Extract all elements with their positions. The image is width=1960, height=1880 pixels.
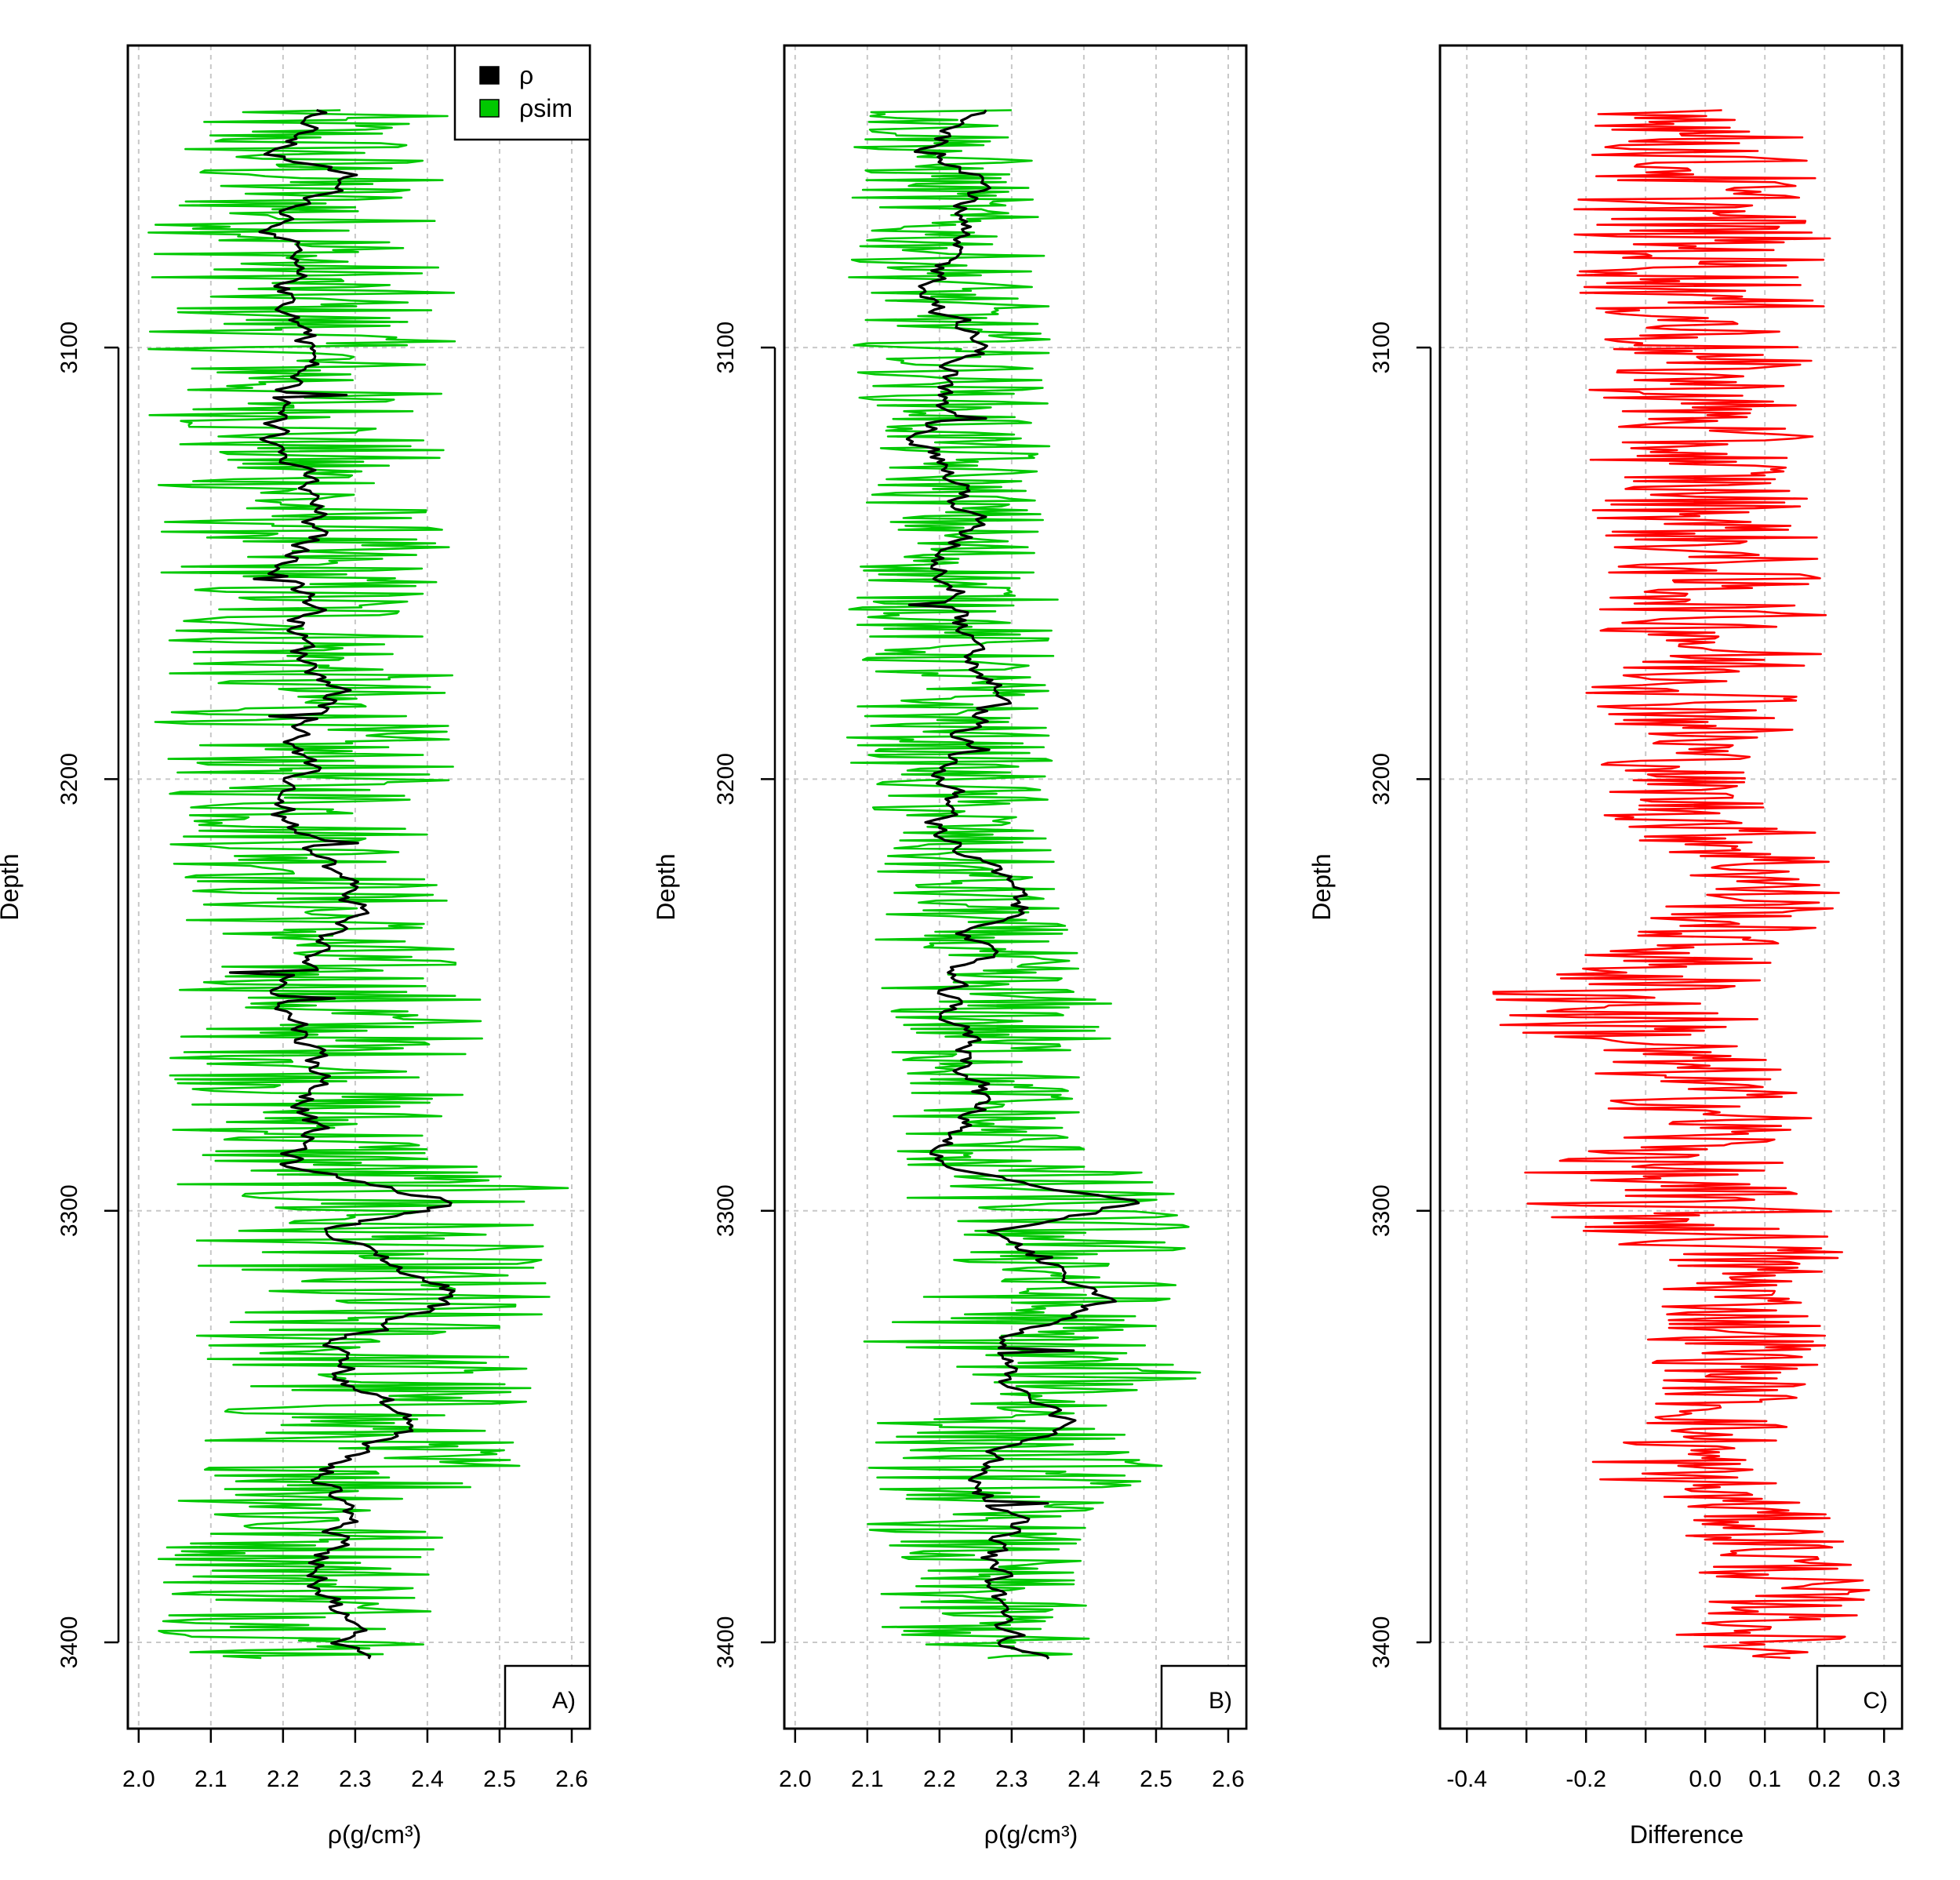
x-tick-label: 0.3	[1867, 1766, 1900, 1792]
panel-1: 2.0 2.1 2.2 2.3 2.4 2.5 2.6 3100 3200 3300 3400 ρ(g…	[0, 44, 591, 1849]
y-tick-label: 3400	[713, 1616, 739, 1669]
legend-box	[453, 44, 591, 141]
panel-label: B)	[1209, 1688, 1232, 1714]
y-axis	[104, 346, 120, 1644]
x-tick-label: 2.6	[1212, 1766, 1245, 1792]
x-tick-label: 2.0	[122, 1766, 155, 1792]
x-tick-label: 0.0	[1689, 1766, 1722, 1792]
panel-label-box	[1160, 1664, 1248, 1730]
y-tick-label: 3100	[1369, 322, 1395, 374]
x-tick-label: 2.3	[995, 1766, 1028, 1792]
trace-rho	[905, 109, 1140, 1660]
y-tick-label: 3300	[1369, 1184, 1395, 1237]
grid	[1440, 45, 1902, 1729]
panel-label-box	[1816, 1664, 1904, 1730]
trace-rho-sim	[845, 109, 1202, 1660]
x-tick-label: 2.4	[1067, 1766, 1100, 1792]
x-tick-label: 2.4	[411, 1766, 444, 1792]
y-axis-title: Depth	[0, 853, 24, 920]
x-tick-label: 2.5	[1140, 1766, 1173, 1792]
y-axis	[761, 346, 776, 1644]
plot-frame	[783, 44, 1248, 1730]
x-tick-label: 2.5	[483, 1766, 516, 1792]
x-tick-label: 2.2	[267, 1766, 300, 1792]
x-axis-title: Difference	[1630, 1820, 1744, 1849]
x-axis-title: ρ(g/cm³)	[984, 1820, 1078, 1849]
legend-swatch	[479, 99, 500, 118]
x-tick-label: 2.0	[779, 1766, 812, 1792]
plot-frame	[1438, 44, 1904, 1730]
y-tick-label: 3300	[56, 1184, 82, 1237]
trace-rho	[228, 108, 456, 1660]
trace-difference	[1492, 109, 1871, 1660]
legend-label: ρ	[519, 61, 533, 89]
x-tick-label: 2.3	[339, 1766, 372, 1792]
x-tick-label: 2.1	[195, 1766, 227, 1792]
series-difference	[1492, 109, 1871, 1660]
y-tick-label: 3100	[713, 322, 739, 374]
series-ρsim	[845, 109, 1202, 1660]
y-tick-label: 3400	[1369, 1616, 1395, 1669]
legend-swatch	[479, 66, 500, 85]
legend-label: ρsim	[519, 94, 573, 122]
series-ρ	[905, 109, 1140, 1660]
x-axis-title: ρ(g/cm³)	[328, 1820, 422, 1849]
y-axis-title: Depth	[1307, 853, 1336, 920]
x-tick-label: 2.6	[555, 1766, 588, 1792]
trace-rho-sim	[147, 109, 569, 1660]
y-tick-label: 3200	[1369, 753, 1395, 805]
x-tick-label: 2.2	[923, 1766, 956, 1792]
plot-frame	[126, 44, 591, 1730]
series-ρ	[228, 108, 456, 1660]
panel-label-box	[504, 1664, 591, 1730]
panel-label: C)	[1863, 1688, 1888, 1714]
series-ρsim	[147, 109, 569, 1660]
y-axis	[1416, 346, 1432, 1644]
x-axis	[794, 1729, 1230, 1743]
y-tick-label: 3100	[56, 322, 82, 374]
y-tick-label: 3300	[713, 1184, 739, 1237]
x-tick-label: -0.4	[1446, 1766, 1487, 1792]
y-tick-label: 3400	[56, 1616, 82, 1669]
y-tick-label: 3200	[713, 753, 739, 805]
x-tick-label: 0.1	[1748, 1766, 1781, 1792]
x-tick-label: 2.1	[851, 1766, 884, 1792]
x-tick-label: 0.2	[1808, 1766, 1841, 1792]
panel-label: A)	[552, 1688, 576, 1714]
y-axis-title: Depth	[652, 853, 680, 920]
panel-2: 2.0 2.1 2.2 2.3 2.4 2.5 2.6 3100 3200 3300 3400 ρ(g…	[652, 44, 1248, 1849]
legend: ρ ρsim	[453, 44, 591, 141]
x-tick-label: -0.2	[1565, 1766, 1606, 1792]
x-axis	[137, 1729, 573, 1743]
panel-3: -0.4 -0.2 0.0 0.1 0.2 0.3 3100 3200 3300 3400 Diff…	[1307, 44, 1904, 1849]
x-axis	[1465, 1729, 1885, 1743]
y-tick-label: 3200	[56, 753, 82, 805]
